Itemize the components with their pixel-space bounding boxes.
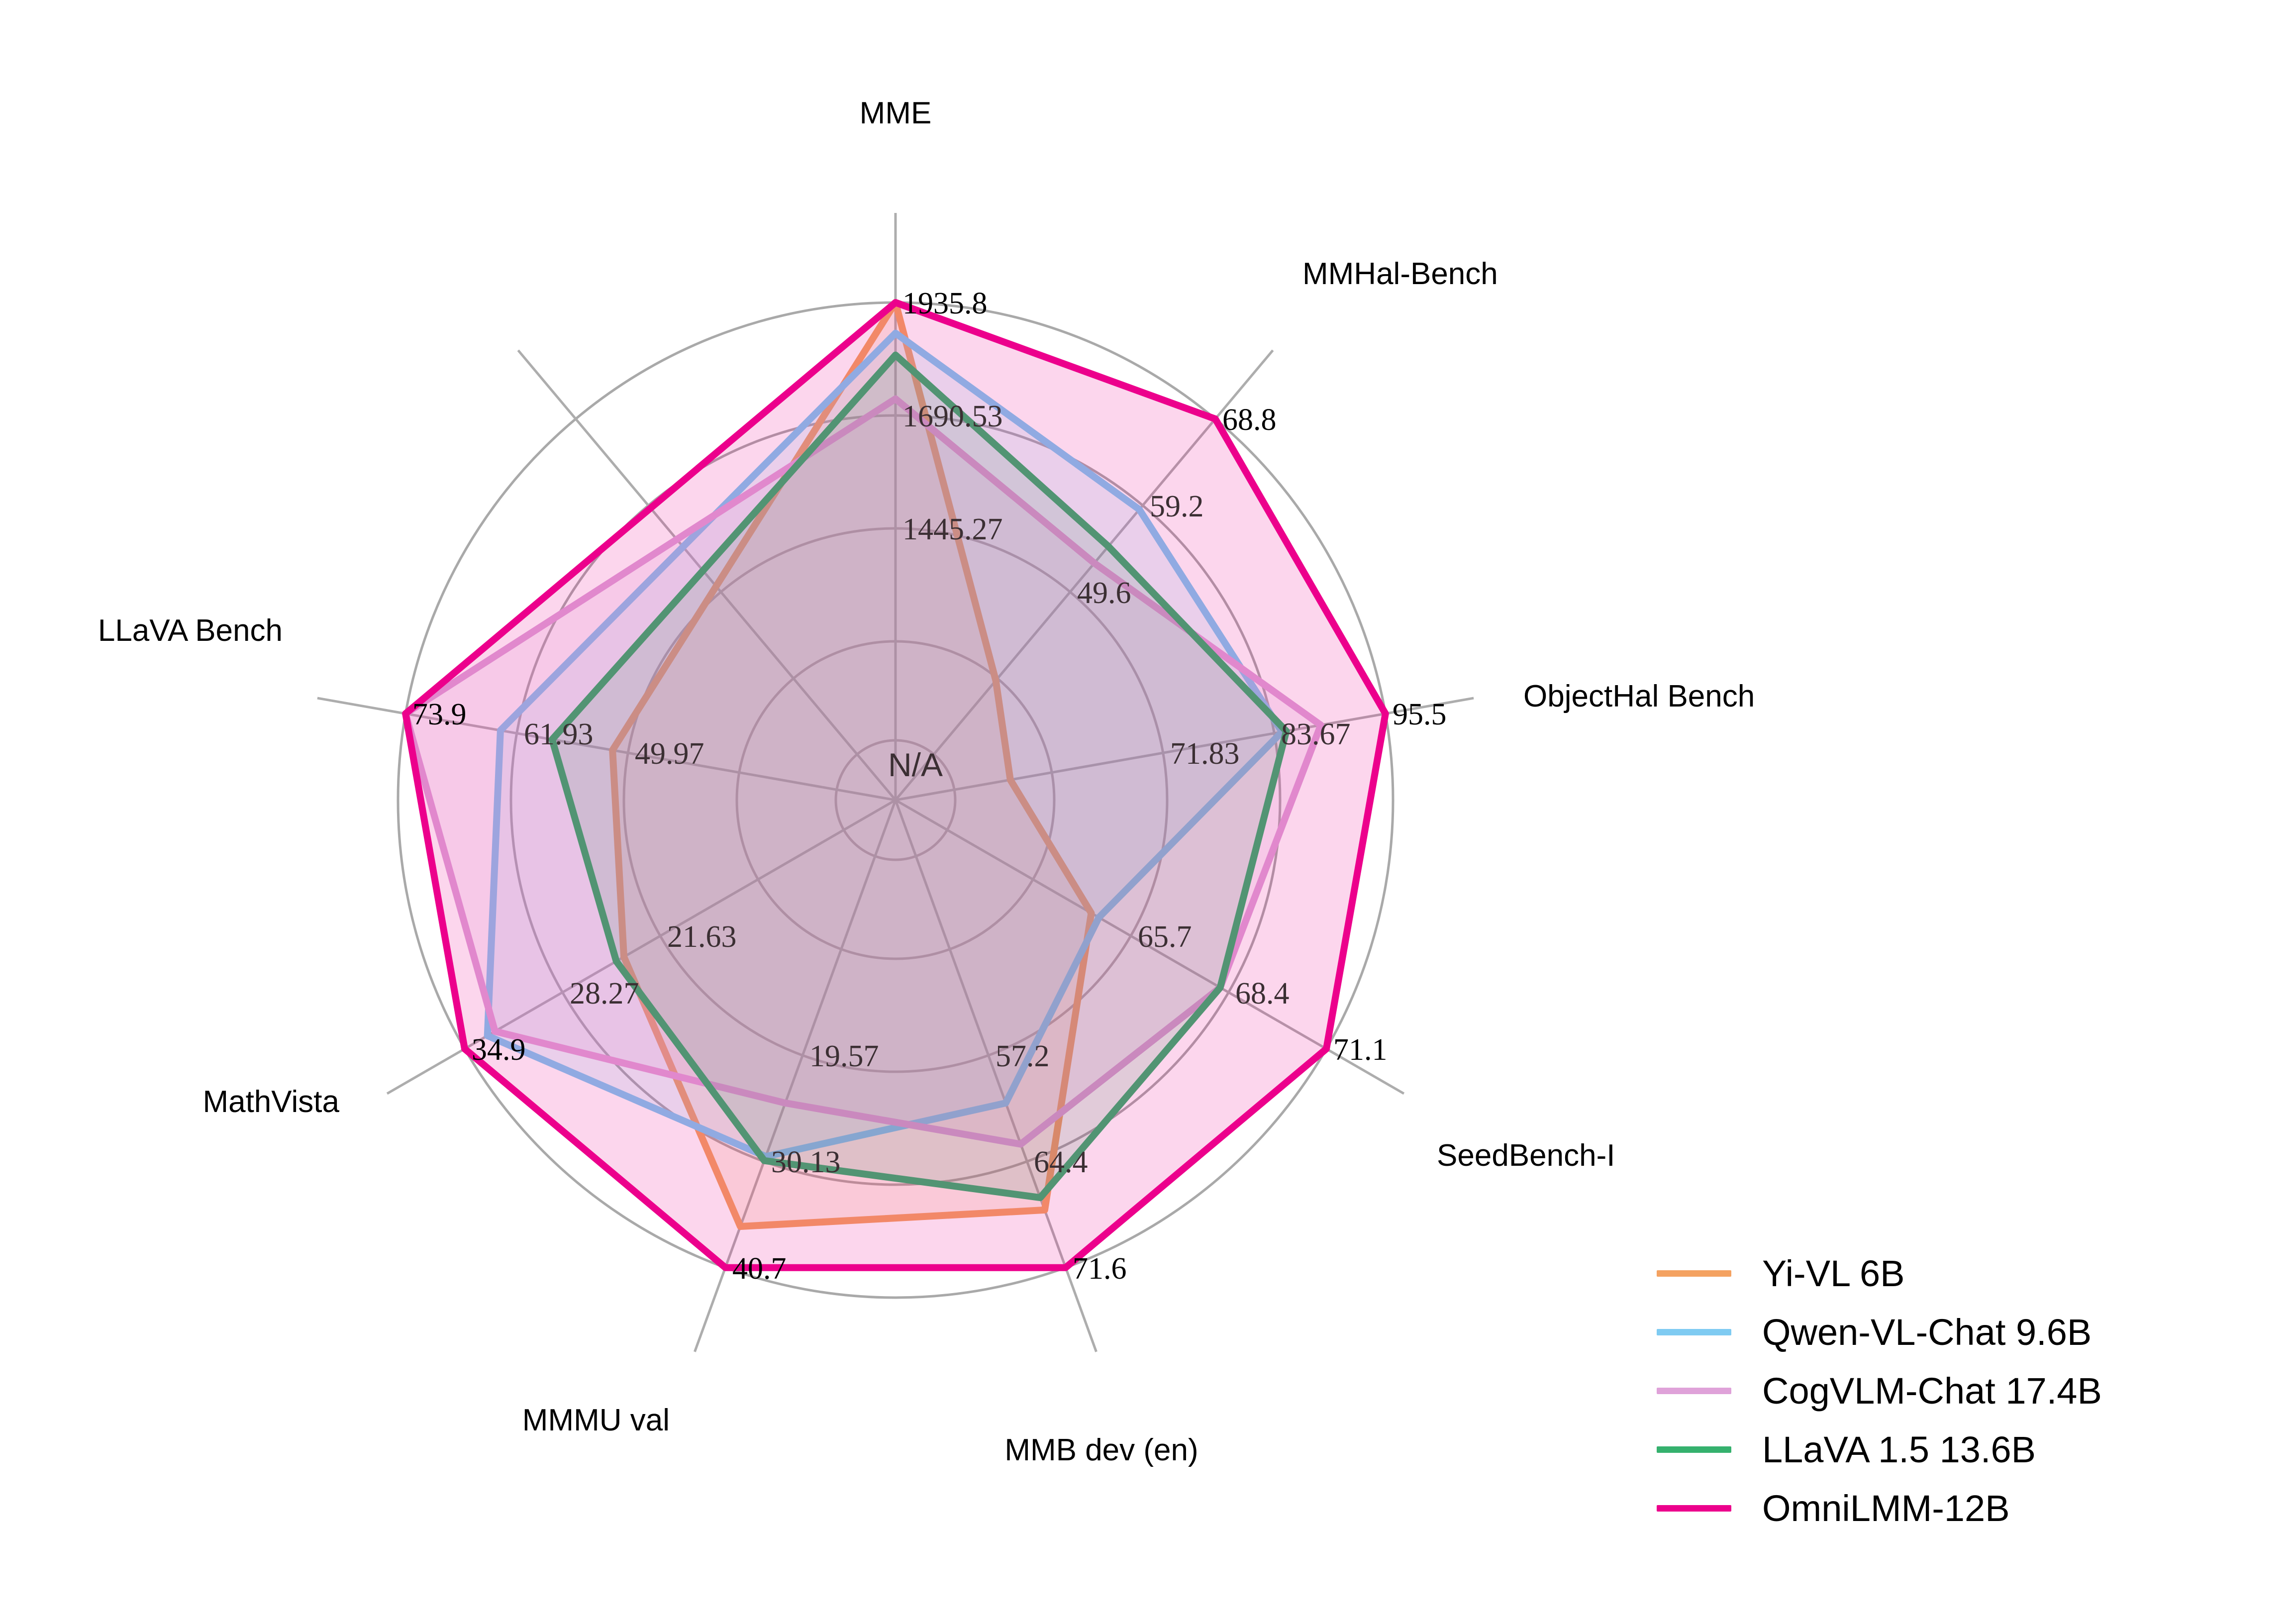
axis-title-seedbench-i: SeedBench-I — [1437, 1138, 1615, 1173]
axis-spoke-1 — [895, 349, 1274, 801]
legend-color-swatch — [1657, 1328, 1731, 1335]
legend-label: LLaVA 1.5 13.6B — [1762, 1428, 2036, 1470]
tick-label-objecthal-bench-1: 83.67 — [1281, 717, 1351, 751]
legend-color-swatch — [1657, 1505, 1731, 1512]
legend-item-yi-vl-6b[interactable]: Yi-VL 6B — [1657, 1244, 2279, 1303]
legend-label: Qwen-VL-Chat 9.6B — [1762, 1311, 2092, 1353]
tick-label-mmb-dev-en--1: 64.4 — [1034, 1145, 1088, 1179]
radar-axis-titles: MME MMHal-Bench ObjectHal Bench SeedBench-I… — [98, 96, 1755, 1467]
tick-label-seedbench-i-2: 65.7 — [1138, 920, 1192, 954]
axis-spoke-3 — [895, 799, 1405, 1095]
tick-label-mmhal-bench-1: 59.2 — [1150, 490, 1204, 523]
legend-color-swatch — [1657, 1270, 1731, 1277]
legend-color-swatch — [1657, 1387, 1731, 1394]
axis-title-mmmu-val: MMMU val — [522, 1403, 670, 1437]
series-polygon-cogvlm-chat-17-4b — [402, 395, 1324, 1148]
legend-label: OmniLMM-12B — [1762, 1487, 2010, 1529]
tick-label-mathvista-0: 34.9 — [472, 1033, 526, 1067]
tick-label-mmb-dev-en--2: 57.2 — [996, 1039, 1050, 1073]
axis-title-mathvista: MathVista — [202, 1085, 339, 1119]
axis-spoke-7 — [317, 697, 896, 802]
legend-item-cogvlm-chat-17-4b[interactable]: CogVLM-Chat 17.4B — [1657, 1361, 2279, 1420]
radar-series — [402, 299, 1389, 1271]
center-na-label: N/A — [888, 746, 943, 783]
axis-title-objecthal-bench: ObjectHal Bench — [1523, 679, 1755, 713]
tick-label-objecthal-bench-0: 95.5 — [1393, 698, 1447, 731]
tick-label-mathvista-1: 28.27 — [570, 977, 639, 1011]
legend-item-llava-1-5-13-6b[interactable]: LLaVA 1.5 13.6B — [1657, 1420, 2279, 1479]
series-polygon-llava-1-5-13-6b — [548, 351, 1290, 1202]
tick-label-mmhal-bench-0: 68.8 — [1222, 403, 1277, 437]
axis-spoke-2 — [895, 697, 1474, 802]
axis-title-mme: MME — [860, 96, 932, 130]
tick-label-mme-0: 1935.8 — [902, 287, 988, 320]
legend-color-swatch — [1657, 1446, 1731, 1453]
tick-label-seedbench-i-1: 68.4 — [1235, 977, 1290, 1011]
tick-label-mmmu-val-2: 19.57 — [809, 1039, 879, 1073]
tick-label-mme-1: 1690.53 — [902, 400, 1003, 433]
axis-spoke-5 — [694, 800, 897, 1352]
axis-title-mmb-dev-en-: MMB dev (en) — [1004, 1433, 1198, 1467]
axis-title-llava-bench: LLaVA Bench — [98, 613, 283, 648]
axis-spoke-6 — [386, 799, 897, 1095]
axis-title-mmhal-bench: MMHal-Bench — [1302, 257, 1498, 291]
legend-item-qwen-vl-chat-9-6b[interactable]: Qwen-VL-Chat 9.6B — [1657, 1303, 2279, 1361]
tick-label-mmmu-val-1: 30.13 — [771, 1145, 841, 1179]
radar-tick-labels: 1935.8 1690.53 1445.27 68.8 59.2 49.6 95.5 83.6… — [412, 287, 1447, 1286]
tick-label-llava-bench-2: 49.97 — [635, 737, 704, 771]
tick-label-mmb-dev-en--0: 71.6 — [1073, 1252, 1127, 1286]
tick-label-mme-2: 1445.27 — [902, 512, 1003, 546]
tick-label-objecthal-bench-2: 71.83 — [1170, 737, 1240, 771]
series-polygon-omnilmm-12b — [402, 299, 1389, 1271]
legend: Yi-VL 6B Qwen-VL-Chat 9.6B CogVLM-Chat 17.… — [1657, 1244, 2279, 1537]
series-polygon-qwen-vl-chat-9-6b — [484, 329, 1286, 1160]
axis-spoke-8 — [517, 349, 897, 801]
tick-label-mmhal-bench-2: 49.6 — [1077, 576, 1131, 610]
legend-label: CogVLM-Chat 17.4B — [1762, 1370, 2102, 1412]
tick-label-seedbench-i-0: 71.1 — [1333, 1033, 1388, 1067]
axis-spoke-4 — [894, 800, 1097, 1352]
series-polygon-yi-vl-6b — [609, 299, 1095, 1230]
radar-grid — [317, 213, 1474, 1352]
tick-label-llava-bench-0: 73.9 — [412, 698, 467, 731]
legend-label: Yi-VL 6B — [1762, 1252, 1905, 1294]
tick-label-mathvista-2: 21.63 — [667, 920, 737, 954]
tick-label-mmmu-val-0: 40.7 — [732, 1252, 787, 1286]
legend-item-omnilmm-12b[interactable]: OmniLMM-12B — [1657, 1479, 2279, 1537]
tick-label-llava-bench-1: 61.93 — [524, 717, 594, 751]
